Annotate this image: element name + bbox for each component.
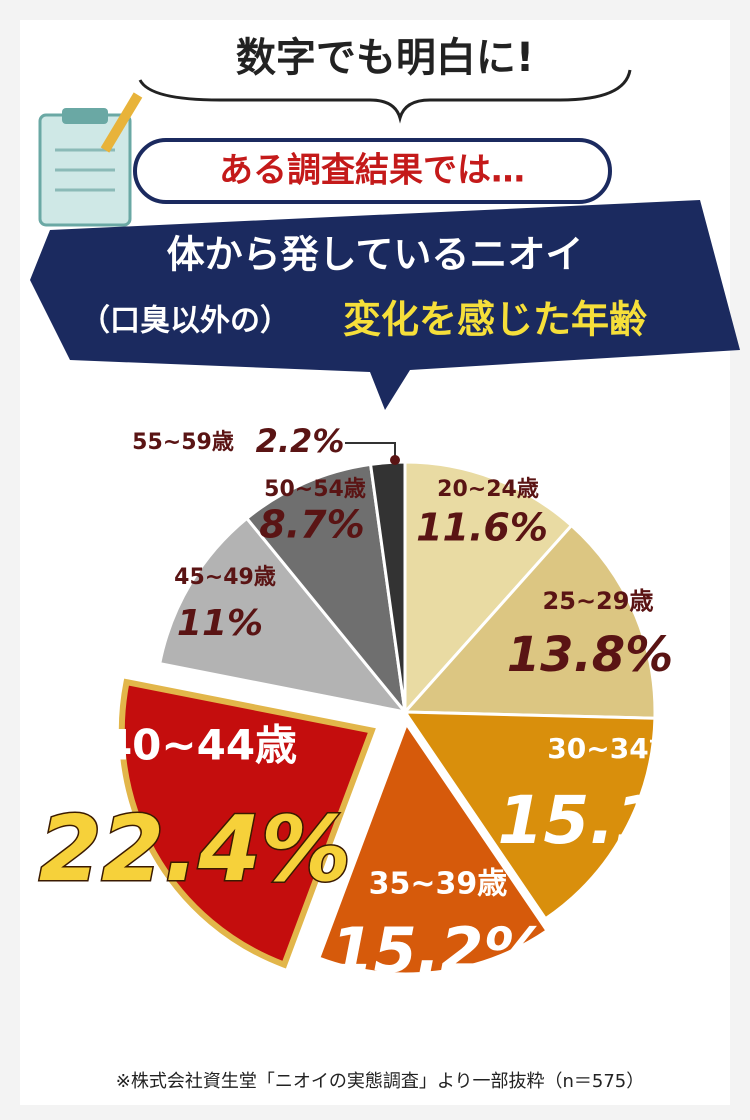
pie-slice [401,523,657,720]
leader-dot [390,455,400,465]
pie-slice [368,460,407,713]
slice-value: 22.4% [39,797,351,902]
pie-slice [157,516,409,715]
pie-slice [316,720,550,976]
header: 数字でも明白に! [236,35,534,81]
pie-slice [403,460,574,716]
slice-category: 45~49歳 [174,565,276,590]
slice-category: 25~29歳 [543,587,654,615]
note: ※株式会社資生堂「ニオイの実態調査」より一部抜粋（n＝575） [116,1071,644,1092]
title: 体から発しているニオイ [167,233,584,277]
slice-category: 50~54歳 [264,477,366,502]
clipboard-icon [38,92,143,227]
slice-category: 20~24歳 [437,477,539,502]
subtitle: ある調査結果では… [219,151,525,191]
slice-value: 13.8% [507,627,674,683]
slice-value: 15.2% [330,914,545,987]
slice-value: 11.6% [416,506,548,550]
slice-category: 35~39歳 [369,867,508,902]
slice-value: 2.2% [256,422,345,460]
slice-value: 15.1% [498,782,727,859]
leader-line [345,442,396,460]
pie-slice [244,462,408,718]
slice-value: 8.7% [259,503,364,547]
subtitle-pill [133,138,612,204]
slice-category: 55~59歳 [132,430,234,455]
header-underline [138,69,632,124]
slice-category: 30~34歳 [547,732,676,765]
slice-category: 40~44歳 [103,721,297,770]
title-highlight: 変化を感じた年齢 [343,298,647,342]
slice-value: 11% [177,603,263,644]
pie-slice [402,710,657,921]
banner [30,200,740,410]
title-prefix: （口臭以外の） [80,304,290,339]
pie-slice [118,678,376,969]
